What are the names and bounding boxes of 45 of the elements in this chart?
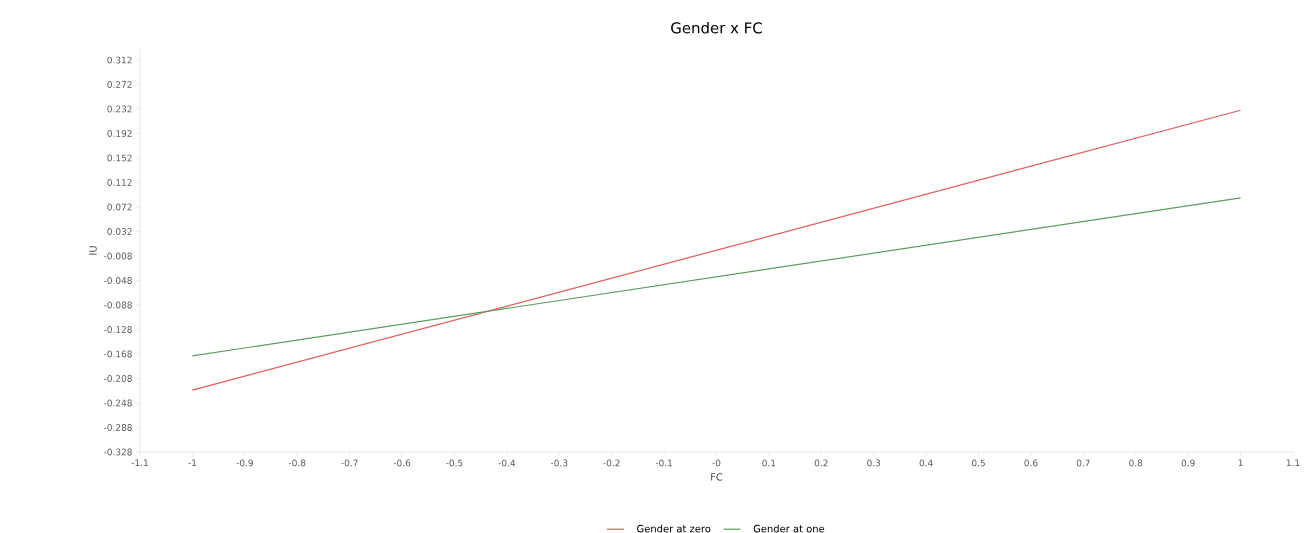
x-tick-label: -0.2 (603, 459, 620, 467)
y-tick-label: 0.272 (107, 81, 132, 88)
x-tick-label: 1.1 (1286, 459, 1300, 467)
x-tick-label: 0.7 (1076, 459, 1090, 467)
y-tick-label: 0.152 (107, 154, 132, 162)
x-tick-label: 1 (1238, 459, 1243, 467)
y-tick-label: 0.312 (107, 56, 132, 64)
x-tick-label: 0.6 (1024, 459, 1038, 467)
x-tick-label: -0.4 (498, 459, 516, 467)
y-tick-label: -0.328 (104, 448, 132, 456)
y-tick-label: 0.072 (107, 203, 132, 211)
y-axis-title: IU (89, 246, 97, 255)
chart-title: Gender x FC (671, 21, 762, 34)
y-tick-label: 0.032 (107, 228, 132, 235)
legend-label: Gender at zero (637, 524, 711, 533)
y-tick-label: -0.088 (104, 301, 132, 309)
y-tick-label: 0.192 (107, 130, 132, 137)
y-tick-label: -0.128 (104, 326, 132, 333)
y-tick-label: -0.288 (104, 424, 132, 431)
y-tick-label: -0.168 (104, 350, 132, 358)
x-tick-label: -1.1 (131, 459, 148, 467)
x-tick-label: -0.8 (288, 459, 306, 467)
y-tick-label: 0.112 (107, 179, 132, 186)
y-tick-label: -0.008 (104, 252, 132, 260)
x-tick-label: -1 (188, 459, 197, 467)
x-tick-label: -0 (712, 459, 721, 467)
x-tick-label: 0.8 (1129, 459, 1143, 467)
x-tick-label: 0.9 (1181, 459, 1195, 467)
x-tick-label: -0.7 (341, 459, 358, 467)
x-tick-label: 0.5 (972, 459, 985, 467)
x-tick-label: 0.3 (867, 459, 881, 467)
x-tick-label: -0.9 (236, 459, 253, 467)
x-tick-label: -0.1 (655, 459, 673, 467)
x-tick-label: -0.5 (446, 459, 463, 467)
x-tick-label: 0.4 (919, 459, 933, 467)
x-tick-label: 0.1 (762, 459, 776, 467)
x-tick-label: 0.2 (814, 459, 828, 467)
y-tick-label: 0.232 (107, 105, 132, 113)
y-tick-label: -0.248 (104, 399, 132, 407)
legend-label: Gender at one (753, 524, 825, 533)
x-tick-label: -0.3 (550, 459, 568, 467)
x-axis-title: FC (711, 473, 723, 481)
x-tick-label: -0.6 (393, 459, 411, 467)
y-tick-label: -0.048 (104, 277, 132, 284)
y-tick-label: -0.208 (104, 375, 132, 382)
